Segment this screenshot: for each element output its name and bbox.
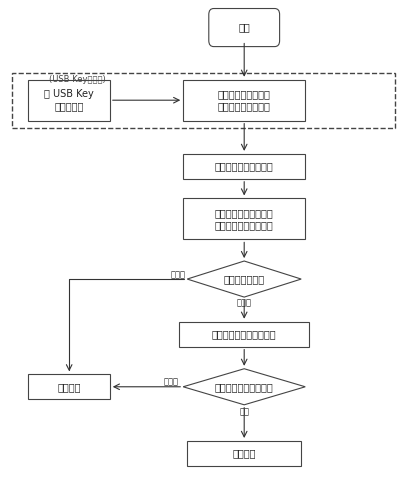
Bar: [183, 198, 305, 239]
Text: (USB Key中完成): (USB Key中完成): [49, 75, 106, 84]
Bar: [187, 441, 301, 466]
FancyBboxPatch shape: [209, 9, 280, 47]
Polygon shape: [187, 261, 301, 297]
Bar: [183, 80, 305, 121]
Bar: [28, 80, 110, 121]
Text: 使用私鑰对密码和时
间戳加密，完成签名: 使用私鑰对密码和时 间戳加密，完成签名: [218, 89, 271, 111]
Text: 一致: 一致: [239, 407, 249, 416]
Text: 验证失败: 验证失败: [57, 382, 81, 392]
Text: 从 USB Key
中读取私鑰: 从 USB Key 中读取私鑰: [44, 89, 94, 111]
Bar: [28, 374, 110, 399]
Bar: [12, 73, 395, 128]
Text: 时间戳是否过期: 时间戳是否过期: [223, 274, 265, 284]
Text: 服务器用用户公鑰解密
得到密码摘要和时间戳: 服务器用用户公鑰解密 得到密码摘要和时间戳: [215, 208, 274, 230]
Text: 开始: 开始: [239, 23, 250, 33]
Text: 已过期: 已过期: [170, 270, 185, 279]
Bar: [183, 154, 305, 179]
Bar: [179, 322, 309, 347]
Text: 用散列函数获得密码摘要: 用散列函数获得密码摘要: [212, 329, 276, 339]
Text: 验证通过: 验证通过: [232, 448, 256, 458]
Text: 未过期: 未过期: [237, 299, 252, 308]
Polygon shape: [183, 369, 305, 405]
Text: 发送签名信息给服务器: 发送签名信息给服务器: [215, 161, 274, 171]
Text: 密码摘要与数据库比对: 密码摘要与数据库比对: [215, 382, 274, 392]
Text: 不一致: 不一致: [164, 378, 179, 387]
